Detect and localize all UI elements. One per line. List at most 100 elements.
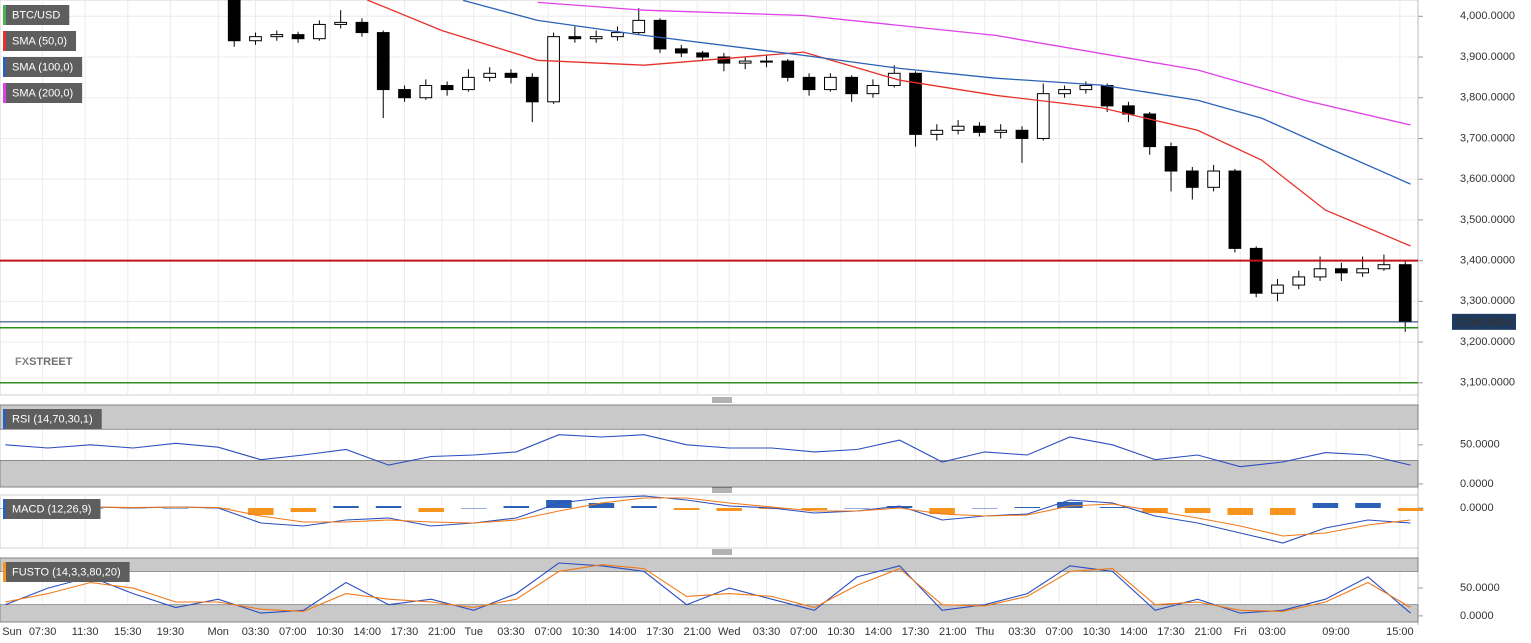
y-tick-label: 3,700.0000: [1460, 132, 1515, 144]
candle-body: [376, 32, 390, 91]
candle-body: [334, 21, 348, 25]
x-tick-label: 03:00: [1258, 626, 1286, 638]
legend-label: SMA (50,0): [12, 35, 67, 47]
x-tick-label: 17:30: [646, 626, 674, 638]
candle-body: [568, 36, 582, 40]
legend-label: SMA (100,0): [12, 61, 73, 73]
legend-box: [3, 562, 130, 582]
legend-swatch: [3, 83, 6, 103]
legend-swatch: [3, 499, 6, 519]
y-tick-label: 50.0000: [1460, 582, 1500, 594]
y-tick-label: 3,500.0000: [1460, 214, 1515, 226]
x-tick-label: Wed: [718, 626, 740, 638]
x-tick-label: 17:30: [902, 626, 930, 638]
x-tick-label: Fri: [1234, 626, 1247, 638]
candle-body: [994, 129, 1008, 133]
x-tick-label: 21:00: [939, 626, 967, 638]
x-tick-label: 15:30: [114, 626, 142, 638]
histogram-bar: [588, 503, 615, 508]
candle-body: [930, 129, 944, 135]
histogram-bar: [1355, 503, 1381, 508]
panel-grip[interactable]: [712, 487, 732, 493]
sma-line: [462, 0, 1411, 185]
overbought-zone: [0, 557, 1419, 572]
candle-body: [717, 56, 731, 64]
candle-body: [674, 48, 688, 54]
candle-body: [887, 72, 901, 87]
candle-body: [824, 76, 837, 91]
candle-body: [504, 72, 518, 78]
histogram-bar: [886, 506, 913, 508]
x-tick-label: 21:00: [1195, 626, 1223, 638]
background-layer: FX STREET: [0, 0, 1419, 623]
x-tick-label: 21:00: [684, 626, 712, 638]
x-tick-label: 09:00: [1322, 626, 1350, 638]
x-tick-label: 03:30: [242, 626, 270, 638]
candle-body: [951, 125, 965, 131]
candle-body: [760, 60, 773, 63]
x-tick-label: 10:30: [1083, 626, 1111, 638]
candle-body: [589, 36, 603, 40]
oversold-zone: [0, 460, 1419, 488]
x-tick-label: 21:00: [428, 626, 456, 638]
watermark: FX: [15, 356, 30, 368]
histogram-bar: [1057, 502, 1083, 508]
x-tick-label: 14:00: [609, 626, 637, 638]
histogram-bar: [1312, 503, 1339, 508]
main-panel: [0, 0, 1419, 396]
panel-grip[interactable]: [712, 549, 732, 555]
candle-body: [419, 85, 433, 99]
y-tick-label: 0.0000: [1460, 502, 1494, 514]
oversold-zone: [0, 604, 1419, 623]
y-tick-label: 50.0000: [1460, 439, 1500, 451]
histogram-bar: [1397, 508, 1424, 511]
sma-line: [537, 1, 1411, 126]
candle-body: [1015, 129, 1029, 139]
x-tick-label: 03:30: [753, 626, 781, 638]
legend-swatch: [3, 562, 6, 582]
candle-body: [1100, 85, 1114, 107]
candle-body: [249, 36, 262, 42]
overbought-zone: [0, 404, 1419, 430]
histogram-bar: [1270, 508, 1296, 515]
histogram-bar: [333, 506, 359, 508]
legend-box: [3, 83, 83, 103]
histogram-bar: [418, 508, 444, 512]
histogram-bar: [1227, 508, 1253, 515]
y-tick-label: 4,000.0000: [1460, 10, 1515, 22]
candle-body: [291, 34, 305, 40]
y-tick-label: 3,400.0000: [1460, 255, 1515, 267]
x-tick-label: 07:30: [29, 626, 57, 638]
histogram-bar: [162, 508, 189, 509]
histogram-bar: [460, 508, 487, 509]
x-tick-label: 07:00: [790, 626, 818, 638]
histogram-bar: [1099, 507, 1126, 508]
panel-grip[interactable]: [712, 397, 732, 403]
indicator-line: [5, 564, 1411, 612]
candle-body: [227, 0, 241, 42]
legend-swatch: [3, 409, 6, 429]
y-tick-label: 3,900.0000: [1460, 51, 1515, 63]
y-tick-label: 3,600.0000: [1460, 173, 1515, 185]
candle-body: [909, 72, 922, 135]
candle-body: [1036, 93, 1050, 139]
x-tick-label: Thu: [975, 626, 994, 638]
candle-body: [1079, 85, 1093, 91]
x-tick-label: 14:00: [1120, 626, 1148, 638]
x-tick-label: 11:30: [72, 626, 99, 638]
legend-label: RSI (14,70,30,1): [12, 413, 93, 425]
legend-label: FUSTO (14,3,3,80,20): [12, 566, 121, 578]
legend-box: [3, 5, 70, 25]
candle-body: [1249, 247, 1263, 294]
legend-label: MACD (12,26,9): [12, 503, 91, 515]
candle-body: [1164, 146, 1178, 172]
candle-body: [483, 72, 497, 78]
candle-body: [440, 85, 454, 91]
candle-body: [1398, 264, 1412, 323]
marks-layer: [0, 0, 1424, 614]
legend-box: [3, 499, 101, 519]
candle-body: [1292, 276, 1306, 286]
legend-label: BTC/USD: [12, 9, 60, 21]
